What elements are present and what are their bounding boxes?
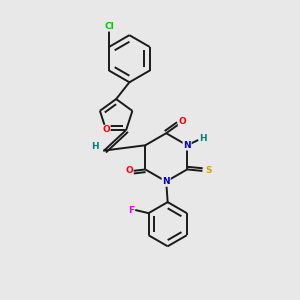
Text: N: N <box>183 141 191 150</box>
Text: H: H <box>91 142 98 151</box>
Text: O: O <box>102 125 110 134</box>
Text: H: H <box>200 134 207 143</box>
Text: O: O <box>178 117 186 126</box>
Text: O: O <box>125 167 133 176</box>
Text: S: S <box>206 167 212 176</box>
Text: N: N <box>162 177 170 186</box>
Text: F: F <box>128 206 134 215</box>
Text: Cl: Cl <box>104 22 114 31</box>
